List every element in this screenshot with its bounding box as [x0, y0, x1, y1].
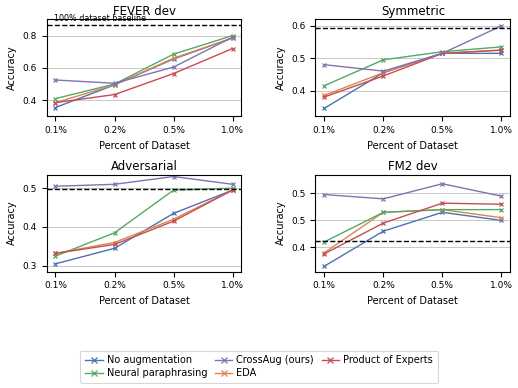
Title: FEVER dev: FEVER dev: [112, 5, 176, 18]
X-axis label: Percent of Dataset: Percent of Dataset: [98, 141, 190, 151]
Title: Adversarial: Adversarial: [110, 160, 178, 173]
Title: Symmetric: Symmetric: [381, 5, 445, 18]
Text: 100% dataset baseline: 100% dataset baseline: [54, 14, 147, 23]
Title: FM2 dev: FM2 dev: [388, 160, 438, 173]
X-axis label: Percent of Dataset: Percent of Dataset: [98, 296, 190, 306]
Legend: No augmentation, Neural paraphrasing, CrossAug (ours), EDA, Product of Experts: No augmentation, Neural paraphrasing, Cr…: [80, 350, 438, 383]
X-axis label: Percent of Dataset: Percent of Dataset: [367, 296, 458, 306]
Y-axis label: Accuracy: Accuracy: [7, 201, 17, 246]
Y-axis label: Accuracy: Accuracy: [276, 45, 286, 90]
Y-axis label: Accuracy: Accuracy: [276, 201, 286, 246]
Y-axis label: Accuracy: Accuracy: [7, 45, 17, 90]
X-axis label: Percent of Dataset: Percent of Dataset: [367, 141, 458, 151]
